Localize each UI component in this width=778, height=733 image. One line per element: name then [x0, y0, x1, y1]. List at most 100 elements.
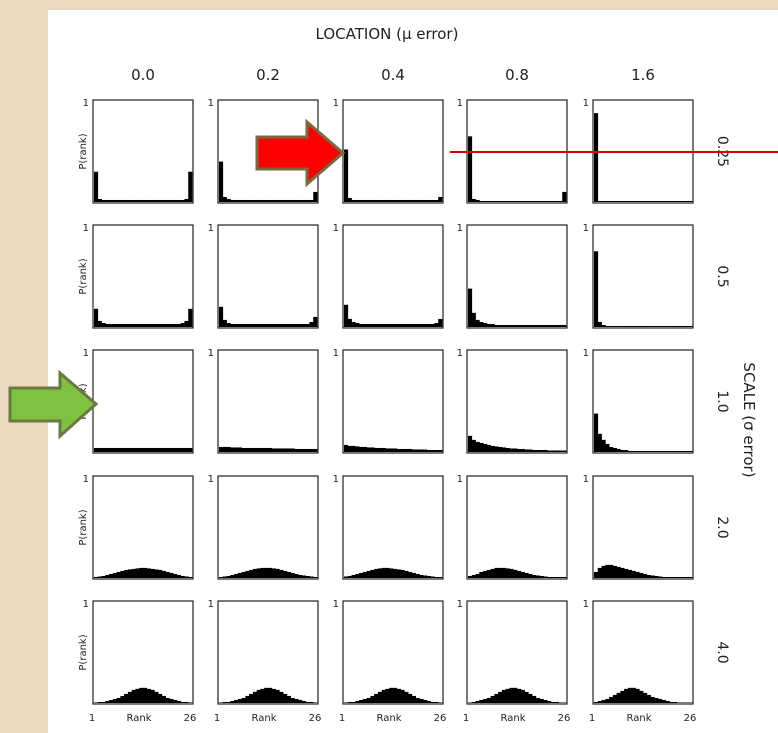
- hist-bar: [139, 323, 144, 327]
- hist-bar: [176, 574, 182, 578]
- y-tick-label: 1: [333, 98, 339, 109]
- hist-bar: [275, 199, 280, 202]
- hist-bar: [116, 323, 121, 327]
- hist-bar: [150, 323, 155, 327]
- hist-bar: [665, 200, 670, 202]
- hist-bar: [165, 323, 170, 327]
- y-tick-label: 1: [583, 474, 589, 485]
- hist-bar: [635, 450, 640, 452]
- hist-bar: [643, 573, 648, 578]
- hist-bar: [471, 701, 476, 703]
- hist-bar: [434, 199, 439, 202]
- row-headers: 0.250.51.02.04.0: [714, 136, 730, 664]
- y-axis-label: P(rank): [78, 634, 89, 670]
- hist-bar: [554, 450, 559, 452]
- hist-bar: [139, 199, 144, 202]
- hist-bar: [535, 324, 540, 327]
- hist-bar: [498, 200, 503, 202]
- hist-bar: [676, 325, 682, 327]
- hist-bar: [112, 698, 117, 703]
- hist-bar: [105, 199, 110, 202]
- hist-bar: [612, 565, 617, 578]
- x-tick-label: 26: [309, 713, 322, 724]
- histogram-panel: 1 1 Rank 26: [457, 599, 571, 724]
- hist-bar: [616, 448, 621, 452]
- y-tick-label: 1: [583, 599, 589, 610]
- histogram-panel: 1 1 Rank 26: [583, 599, 697, 724]
- hist-bar: [169, 447, 174, 452]
- hist-bar: [631, 450, 636, 452]
- hist-bar: [389, 448, 394, 452]
- hist-bar: [286, 323, 291, 327]
- hist-bar: [483, 570, 488, 578]
- hist-bar: [158, 199, 163, 202]
- hist-bar: [120, 695, 125, 703]
- hist-bar: [520, 200, 525, 202]
- x-tick-label: 1: [339, 713, 345, 724]
- hist-bar: [135, 688, 140, 703]
- hist-bar: [279, 569, 284, 578]
- hist-bar: [665, 450, 670, 452]
- hist-bar: [305, 701, 310, 703]
- hist-bar: [547, 450, 552, 452]
- histogram-panel: 1P(rank): [78, 348, 194, 454]
- hist-bar: [658, 200, 663, 202]
- hist-bar: [355, 446, 360, 452]
- hist-bar: [94, 308, 99, 327]
- hist-bar: [313, 448, 318, 452]
- hist-bar: [241, 447, 246, 452]
- hist-bar: [131, 199, 136, 202]
- hist-bar: [305, 575, 310, 578]
- hist-bar: [411, 323, 416, 327]
- hist-bar: [475, 700, 480, 703]
- hist-bar: [97, 701, 102, 703]
- hist-bar: [161, 447, 166, 452]
- y-tick-label: 1: [583, 98, 589, 109]
- hist-bar: [131, 447, 136, 452]
- hist-bar: [558, 200, 563, 202]
- hist-bar: [680, 200, 685, 202]
- hist-bar: [234, 699, 239, 703]
- hist-bar: [286, 571, 291, 578]
- hist-bar: [165, 571, 170, 578]
- hist-bar: [404, 691, 409, 703]
- hist-bar: [301, 575, 307, 579]
- hist-bar: [400, 323, 405, 327]
- hist-bar: [283, 199, 288, 202]
- hist-bar: [631, 200, 636, 202]
- hist-bar: [654, 325, 659, 327]
- hist-bar: [605, 443, 610, 452]
- hist-bar: [305, 448, 310, 452]
- hist-bar: [468, 702, 473, 704]
- hist-bar: [180, 701, 185, 703]
- hist-bar: [158, 569, 163, 578]
- hist-bar: [562, 324, 567, 327]
- hist-bar: [165, 199, 170, 202]
- hist-bar: [252, 568, 258, 578]
- panel-frame: [466, 600, 568, 705]
- hist-bar: [180, 447, 185, 452]
- hist-bar: [673, 701, 678, 703]
- hist-bar: [517, 688, 522, 703]
- hist-bar: [616, 692, 621, 703]
- y-tick-label: 1: [457, 98, 463, 109]
- hist-bar: [127, 447, 133, 452]
- hist-bar: [279, 199, 284, 202]
- hist-bar: [120, 447, 125, 452]
- hist-bar: [301, 199, 307, 202]
- hist-bar: [146, 323, 151, 327]
- hist-bar: [260, 447, 265, 452]
- hist-bar: [377, 199, 383, 202]
- hist-bar: [426, 323, 432, 327]
- hist-bar: [286, 199, 291, 202]
- hist-bar: [279, 448, 284, 452]
- hist-bar: [252, 199, 258, 202]
- hist-bar: [385, 323, 390, 327]
- hist-bar: [520, 689, 525, 703]
- panel-frame: [92, 349, 194, 454]
- y-tick-label: 1: [208, 348, 214, 359]
- hist-bar: [294, 698, 299, 703]
- x-tick-label: 1: [214, 713, 220, 724]
- hist-bar: [535, 449, 540, 452]
- hist-bar: [620, 690, 625, 703]
